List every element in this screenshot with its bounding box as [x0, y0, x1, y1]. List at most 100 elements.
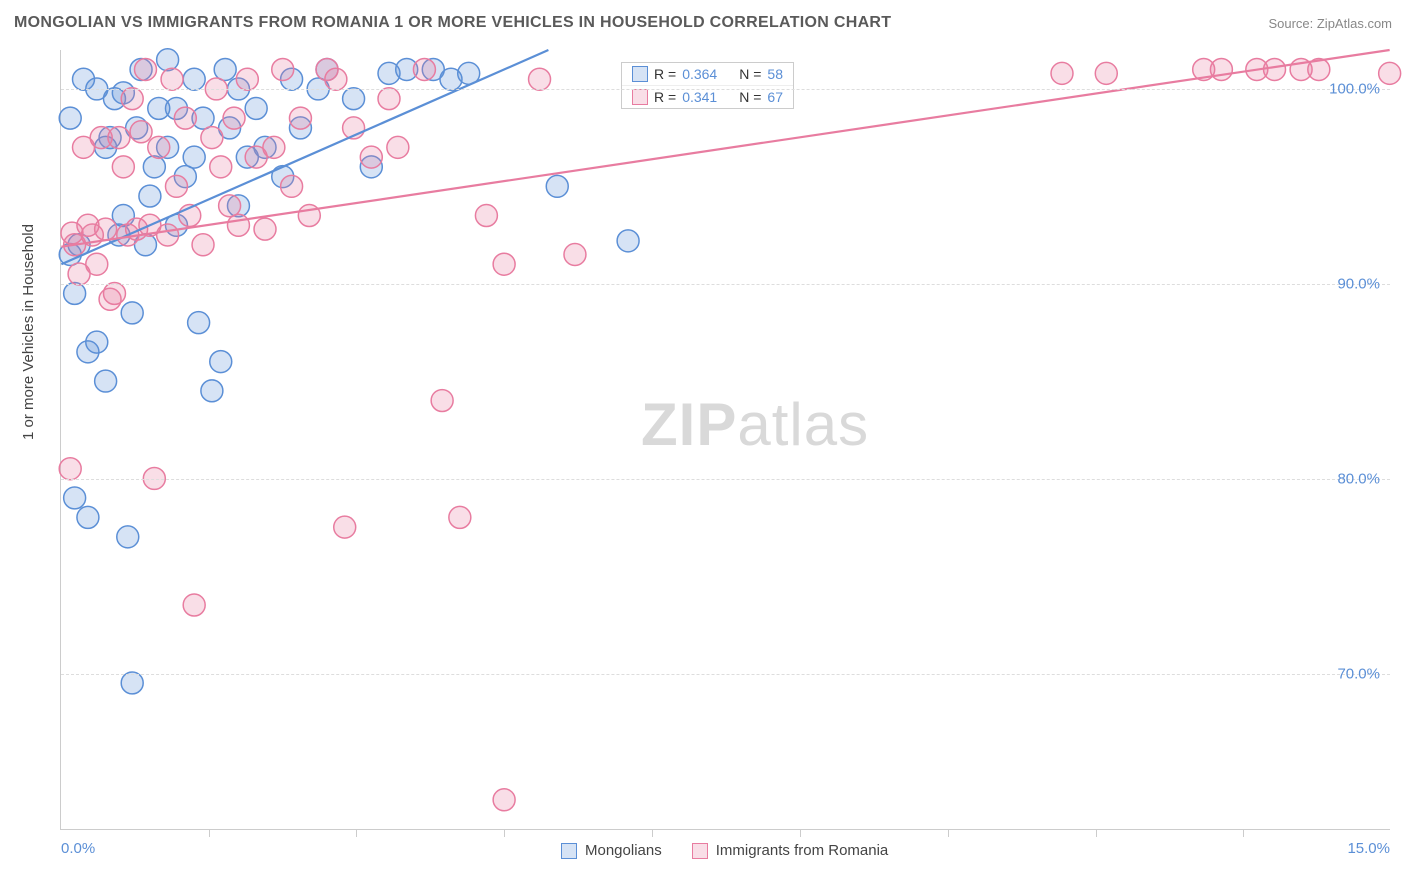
legend-bottom-label-1: Immigrants from Romania — [716, 842, 889, 859]
legend-n-label: N = — [739, 89, 761, 105]
scatter-point — [493, 789, 515, 811]
x-tick — [356, 829, 357, 837]
legend-n-value-0: 58 — [767, 66, 783, 82]
scatter-point — [617, 230, 639, 252]
scatter-point — [1095, 62, 1117, 84]
legend-r-value-1: 0.341 — [682, 89, 717, 105]
scatter-point — [546, 175, 568, 197]
legend-r-value-0: 0.364 — [682, 66, 717, 82]
legend-swatch-0 — [632, 66, 648, 82]
scatter-point — [192, 234, 214, 256]
legend-bottom-swatch-1 — [692, 843, 708, 859]
scatter-point — [59, 107, 81, 129]
scatter-point — [64, 487, 86, 509]
scatter-point — [1264, 58, 1286, 80]
scatter-point — [334, 516, 356, 538]
scatter-point — [1051, 62, 1073, 84]
chart-svg — [61, 50, 1390, 829]
legend-n-value-1: 67 — [767, 89, 783, 105]
scatter-point — [201, 380, 223, 402]
legend-bottom: Mongolians Immigrants from Romania — [561, 842, 888, 859]
x-tick-label-right: 15.0% — [1347, 840, 1390, 857]
scatter-point — [148, 136, 170, 158]
scatter-point — [1379, 62, 1401, 84]
chart-title: MONGOLIAN VS IMMIGRANTS FROM ROMANIA 1 O… — [14, 14, 891, 32]
scatter-point — [223, 107, 245, 129]
x-tick — [209, 829, 210, 837]
grid-line — [61, 674, 1390, 675]
x-tick-label-left: 0.0% — [61, 840, 95, 857]
scatter-point — [108, 127, 130, 149]
y-axis-label: 1 or more Vehicles in Household — [20, 224, 37, 440]
scatter-point — [183, 146, 205, 168]
scatter-point — [210, 156, 232, 178]
legend-r-label: R = — [654, 66, 676, 82]
scatter-point — [161, 68, 183, 90]
scatter-point — [493, 253, 515, 275]
scatter-point — [378, 88, 400, 110]
y-tick-label: 90.0% — [1337, 276, 1380, 293]
x-tick — [948, 829, 949, 837]
legend-r-label: R = — [654, 89, 676, 105]
scatter-point — [289, 107, 311, 129]
scatter-point — [529, 68, 551, 90]
title-bar: MONGOLIAN VS IMMIGRANTS FROM ROMANIA 1 O… — [14, 14, 1392, 32]
scatter-point — [263, 136, 285, 158]
scatter-point — [95, 370, 117, 392]
scatter-point — [64, 282, 86, 304]
scatter-point — [431, 390, 453, 412]
scatter-point — [86, 253, 108, 275]
scatter-point — [157, 224, 179, 246]
scatter-point — [59, 458, 81, 480]
scatter-point — [183, 594, 205, 616]
x-tick — [1096, 829, 1097, 837]
source-label: Source: ZipAtlas.com — [1268, 16, 1392, 31]
scatter-point — [281, 175, 303, 197]
scatter-point — [165, 175, 187, 197]
scatter-point — [210, 351, 232, 373]
legend-item: Mongolians — [561, 842, 662, 859]
y-tick-label: 80.0% — [1337, 471, 1380, 488]
scatter-point — [564, 244, 586, 266]
legend-stats: R = 0.364 N = 58 R = 0.341 N = 67 — [621, 62, 794, 109]
scatter-point — [1210, 58, 1232, 80]
scatter-point — [130, 121, 152, 143]
grid-line — [61, 89, 1390, 90]
y-tick-label: 70.0% — [1337, 666, 1380, 683]
legend-bottom-swatch-0 — [561, 843, 577, 859]
legend-item: Immigrants from Romania — [692, 842, 889, 859]
scatter-point — [117, 526, 139, 548]
scatter-point — [201, 127, 223, 149]
scatter-point — [143, 156, 165, 178]
grid-line — [61, 479, 1390, 480]
x-tick — [800, 829, 801, 837]
scatter-point — [272, 58, 294, 80]
scatter-point — [343, 88, 365, 110]
scatter-point — [325, 68, 347, 90]
x-tick — [652, 829, 653, 837]
scatter-point — [174, 107, 196, 129]
scatter-point — [103, 282, 125, 304]
legend-swatch-1 — [632, 89, 648, 105]
scatter-point — [360, 146, 382, 168]
legend-bottom-label-0: Mongolians — [585, 842, 662, 859]
scatter-point — [112, 156, 134, 178]
scatter-point — [134, 58, 156, 80]
legend-n-label: N = — [739, 66, 761, 82]
y-tick-label: 100.0% — [1329, 81, 1380, 98]
scatter-point — [121, 672, 143, 694]
grid-line — [61, 284, 1390, 285]
scatter-point — [77, 506, 99, 528]
scatter-point — [214, 58, 236, 80]
scatter-point — [157, 49, 179, 71]
scatter-point — [236, 68, 258, 90]
scatter-point — [254, 218, 276, 240]
scatter-point — [475, 205, 497, 227]
legend-stats-row: R = 0.364 N = 58 — [622, 63, 793, 86]
scatter-point — [183, 68, 205, 90]
scatter-point — [121, 302, 143, 324]
scatter-point — [86, 331, 108, 353]
scatter-point — [227, 214, 249, 236]
x-tick — [504, 829, 505, 837]
scatter-point — [121, 88, 143, 110]
